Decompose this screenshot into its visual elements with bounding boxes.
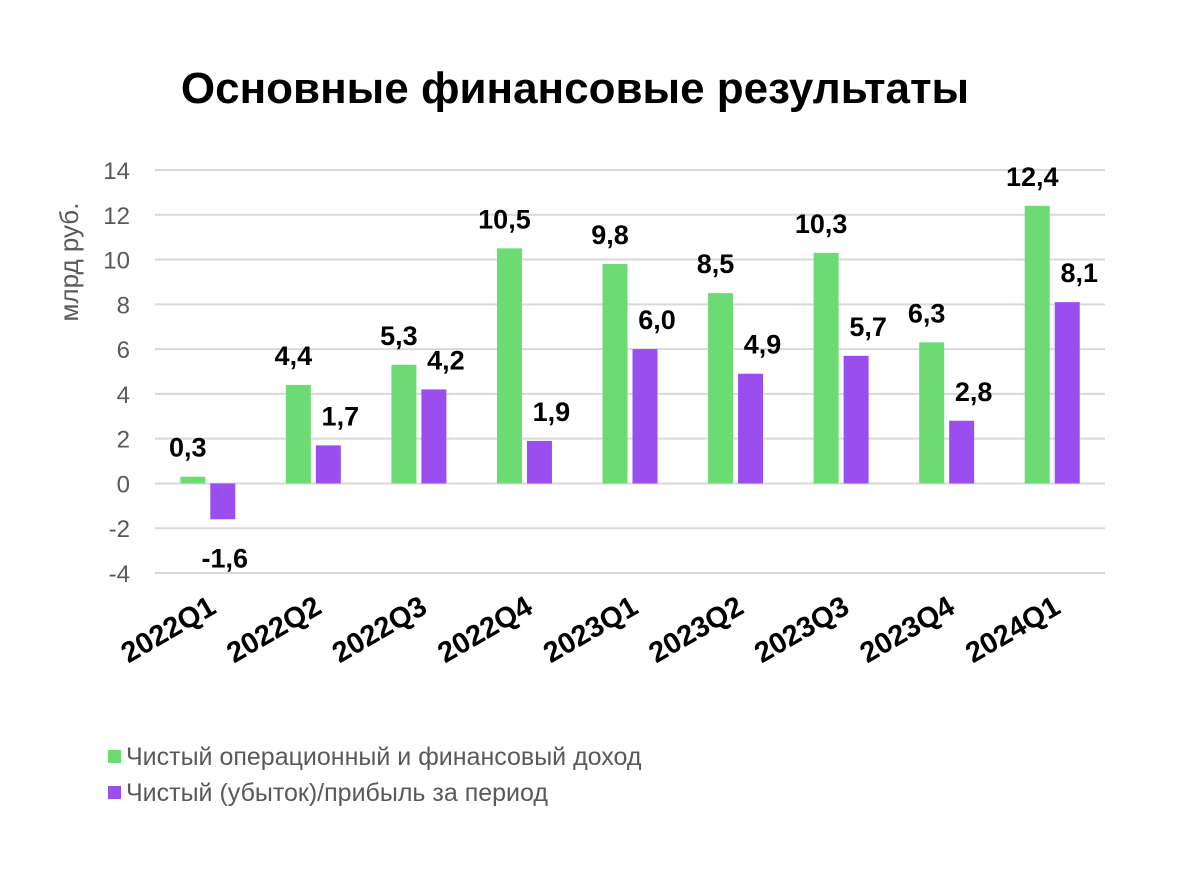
data-label-income-2022Q4: 10,5	[478, 204, 531, 234]
bar-income-2023Q1	[602, 264, 628, 484]
data-label-profit-2023Q4: 2,8	[955, 377, 993, 407]
bar-profit-2024Q1	[1054, 302, 1080, 484]
bar-income-2022Q3	[391, 364, 417, 484]
y-tick-label: 8	[117, 292, 130, 319]
data-label-profit-2023Q1: 6,0	[638, 305, 676, 335]
y-axis-label: млрд руб.	[54, 203, 84, 322]
data-label-income-2022Q2: 4,4	[275, 341, 313, 371]
bar-income-2023Q4	[919, 342, 945, 484]
data-label-income-2022Q3: 5,3	[380, 321, 418, 351]
bar-profit-2022Q4	[526, 440, 552, 484]
data-label-income-2023Q2: 8,5	[697, 249, 735, 279]
data-label-profit-2023Q2: 4,9	[744, 330, 782, 360]
legend-swatch-profit	[108, 786, 121, 799]
data-label-profit-2024Q1: 8,1	[1060, 258, 1098, 288]
chart-title: Основные финансовые результаты	[181, 64, 969, 113]
bars	[180, 205, 1080, 520]
data-label-income-2024Q1: 12,4	[1006, 162, 1059, 192]
data-label-profit-2022Q3: 4,2	[427, 345, 465, 375]
x-tick-label: 2023Q3	[749, 590, 854, 669]
x-tick-label: 2023Q1	[538, 590, 643, 669]
data-labels: 0,3 -1,6 4,4 1,7 5,3 4,2 10,5 1,9 9,8 6,0 8,5 4,9 10…	[169, 162, 1098, 573]
bar-profit-2023Q1	[632, 349, 658, 484]
x-tick-label: 2024Q1	[960, 590, 1065, 669]
y-tick-label: 2	[117, 427, 130, 454]
data-label-income-2022Q1: 0,3	[169, 433, 207, 463]
y-tick-label: -2	[109, 516, 130, 543]
y-tick-label: 0	[117, 471, 130, 498]
data-label-profit-2022Q1: -1,6	[202, 543, 249, 573]
bar-profit-2022Q3	[421, 389, 447, 484]
data-label-profit-2022Q2: 1,7	[322, 401, 360, 431]
x-tick-label: 2022Q1	[116, 590, 221, 669]
bar-income-2022Q4	[496, 248, 522, 484]
legend-swatch-income	[108, 750, 121, 763]
x-axis-ticks: 2022Q1 2022Q2 2022Q3 2022Q4 2023Q1 2023Q2 2023…	[116, 590, 1066, 669]
data-label-income-2023Q1: 9,8	[591, 220, 629, 250]
x-tick-label: 2022Q2	[221, 590, 326, 669]
x-tick-label: 2023Q2	[644, 590, 749, 669]
data-label-profit-2023Q3: 5,7	[849, 312, 887, 342]
bar-profit-2022Q1	[210, 483, 236, 520]
y-tick-label: -4	[109, 561, 130, 588]
legend-label-profit: Чистый (убыток)/прибыль за период	[126, 779, 548, 807]
y-axis-ticks: -4 -2 0 2 4 6 8 10 12 14	[103, 158, 130, 588]
bar-profit-2023Q3	[843, 355, 869, 484]
y-tick-label: 14	[103, 158, 130, 185]
y-tick-label: 4	[117, 382, 130, 409]
x-tick-label: 2022Q3	[327, 590, 432, 669]
bar-profit-2023Q4	[949, 420, 975, 484]
bar-profit-2023Q2	[738, 373, 764, 484]
legend-label-income: Чистый операционный и финансовый доход	[126, 743, 642, 771]
bar-income-2023Q3	[813, 252, 839, 484]
x-tick-label: 2022Q4	[433, 590, 538, 669]
y-tick-label: 10	[103, 248, 130, 275]
data-label-profit-2022Q4: 1,9	[533, 397, 571, 427]
bar-income-2023Q2	[708, 293, 734, 484]
data-label-income-2023Q3: 10,3	[795, 209, 848, 239]
y-tick-label: 12	[103, 203, 130, 230]
legend: Чистый операционный и финансовый доход Чи…	[108, 743, 642, 807]
x-tick-label: 2023Q4	[855, 590, 960, 669]
data-label-income-2023Q4: 6,3	[908, 298, 946, 328]
y-tick-label: 6	[117, 337, 130, 364]
bar-income-2022Q2	[285, 384, 311, 484]
bar-income-2024Q1	[1024, 205, 1050, 484]
gridlines	[155, 169, 1105, 574]
bar-profit-2022Q2	[315, 445, 341, 484]
bar-income-2022Q1	[180, 476, 206, 484]
